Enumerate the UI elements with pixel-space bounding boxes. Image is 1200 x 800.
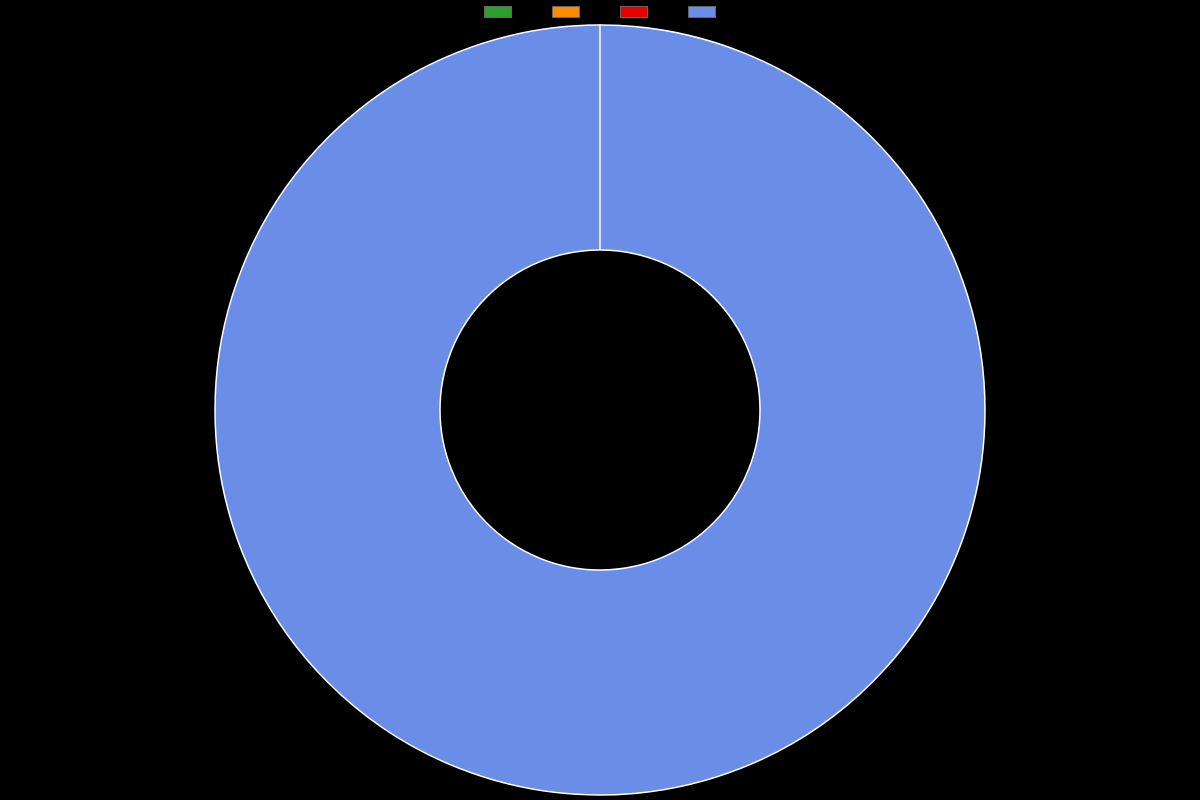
legend-swatch-1 — [552, 6, 580, 18]
legend-item-0 — [484, 6, 512, 18]
legend-item-2 — [620, 6, 648, 18]
donut-chart — [211, 21, 989, 799]
legend-swatch-0 — [484, 6, 512, 18]
legend-item-3 — [688, 6, 716, 18]
legend-swatch-2 — [620, 6, 648, 18]
chart-legend — [0, 6, 1200, 18]
donut-hole — [440, 250, 760, 570]
donut-chart-container — [0, 21, 1200, 799]
legend-swatch-3 — [688, 6, 716, 18]
legend-item-1 — [552, 6, 580, 18]
